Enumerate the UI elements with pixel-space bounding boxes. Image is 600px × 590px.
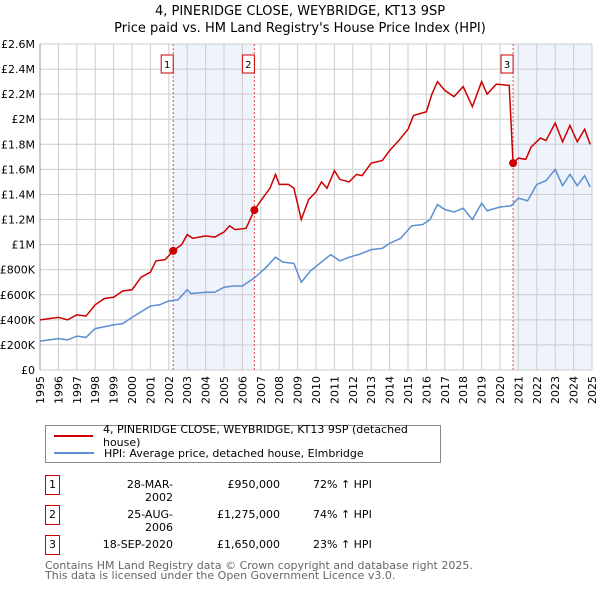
x-tick-label: 2009	[292, 376, 305, 404]
sale-date: 28-MAR-2002	[126, 478, 173, 504]
chart-subtitle: Price paid vs. HM Land Registry's House …	[114, 21, 486, 36]
x-tick-label: 2008	[273, 376, 286, 404]
x-tick-label: 2019	[476, 376, 489, 404]
x-tick-label: 2018	[457, 376, 470, 404]
sale-point	[250, 206, 259, 215]
sale-marker-label: 2	[245, 60, 251, 71]
x-tick-label: 2007	[255, 376, 268, 404]
x-tick-label: 1999	[108, 376, 121, 404]
y-tick-label: £1.2M	[1, 214, 35, 227]
sale-number-badge: 3	[45, 535, 60, 555]
x-tick-label: 1998	[89, 376, 102, 404]
chart-title: 4, PINERIDGE CLOSE, WEYBRIDGE, KT13 9SP	[154, 4, 446, 19]
x-tick-label: 2024	[568, 376, 581, 404]
legend: 4, PINERIDGE CLOSE, WEYBRIDGE, KT13 9SP …	[45, 423, 441, 463]
legend-label: HPI: Average price, detached house, Elmb…	[104, 446, 364, 460]
x-tick-label: 2021	[512, 376, 525, 404]
sale-row: 2 25-AUG-2006 £1,275,000 74% ↑ HPI	[45, 505, 445, 534]
x-tick-label: 2016	[420, 376, 433, 404]
sale-price: £950,000	[227, 478, 281, 491]
x-tick-label: 2002	[163, 376, 176, 404]
price-chart: 1995 1996 1997 1998 1999 2000 2001 2002 2003 2004…	[0, 38, 599, 404]
sale-marker-box	[241, 54, 255, 74]
x-tick-label: 2022	[531, 376, 544, 404]
sale-price: £1,650,000	[217, 538, 280, 551]
x-tick-label: 2000	[126, 376, 139, 404]
x-tick-label: 2006	[236, 376, 249, 404]
sale-number-badge: 2	[45, 505, 60, 525]
x-tick-label: 1995	[34, 376, 47, 404]
x-tick-label: 2005	[218, 376, 231, 404]
legend-label: 4, PINERIDGE CLOSE, WEYBRIDGE, KT13 9SP …	[102, 423, 408, 449]
x-tick-label: 2012	[347, 376, 360, 404]
shaded-region	[513, 44, 592, 370]
x-tick-label: 2015	[402, 376, 415, 404]
x-tick-label: 2001	[144, 376, 157, 404]
x-tick-label: 2020	[494, 376, 507, 404]
y-tick-label: £400K	[0, 314, 36, 327]
blue-line-swatch	[54, 452, 94, 454]
legend-item-hpi: HPI: Average price, detached house, Elmb…	[54, 445, 364, 461]
footer-copyright: Contains HM Land Registry data © Crown c…	[45, 559, 473, 572]
sale-date: 18-SEP-2020	[102, 538, 173, 551]
red-line-swatch	[54, 435, 93, 437]
sale-point	[169, 246, 178, 255]
x-tick-label: 1996	[52, 376, 65, 404]
sale-marker-label: 1	[164, 60, 170, 71]
legend-item-property: 4, PINERIDGE CLOSE, WEYBRIDGE, KT13 9SP …	[54, 423, 440, 449]
x-tick-label: 2014	[384, 376, 397, 404]
sale-number-badge: 1	[45, 475, 60, 495]
y-tick-label: £200K	[0, 339, 36, 352]
y-tick-label: £1M	[12, 239, 36, 252]
y-tick-label: £2M	[12, 113, 36, 126]
sale-hpi-change: 23% ↑ HPI	[313, 538, 372, 551]
y-tick-label: £1.8M	[1, 138, 35, 151]
y-tick-label: £1.6M	[1, 163, 35, 176]
x-tick-label: 1997	[71, 376, 84, 404]
y-tick-label: £1.4M	[1, 188, 35, 201]
x-tick-label: 2023	[549, 376, 562, 404]
y-tick-label: £600K	[0, 289, 36, 302]
x-tick-label: 2011	[328, 376, 341, 404]
sale-price: £1,275,000	[217, 508, 280, 521]
series-line	[39, 79, 591, 321]
series-line	[39, 167, 591, 342]
x-tick-label: 2025	[586, 376, 599, 404]
sale-marker-box	[500, 54, 514, 74]
y-tick-label: £2.2M	[1, 88, 35, 101]
sale-hpi-change: 72% ↑ HPI	[313, 478, 372, 491]
sale-point	[509, 159, 518, 168]
x-tick-label: 2004	[200, 376, 213, 404]
sale-row: 1 28-MAR-2002 £950,000 72% ↑ HPI	[45, 475, 445, 504]
x-tick-label: 2017	[439, 376, 452, 404]
y-tick-label: £2.4M	[1, 63, 35, 76]
y-tick-label: £2.6M	[1, 38, 35, 51]
x-tick-label: 2003	[181, 376, 194, 404]
sale-date: 25-AUG-2006	[127, 508, 173, 534]
sale-marker-box	[160, 54, 174, 74]
y-tick-label: £0	[21, 364, 35, 377]
footer-licence: This data is licensed under the Open Gov…	[45, 569, 396, 582]
x-tick-label: 2010	[310, 376, 323, 404]
y-tick-label: £800K	[0, 264, 36, 277]
sale-hpi-change: 74% ↑ HPI	[313, 508, 372, 521]
sale-marker-label: 3	[504, 60, 510, 71]
sale-row: 3 18-SEP-2020 £1,650,000 23% ↑ HPI	[45, 535, 445, 555]
x-tick-label: 2013	[365, 376, 378, 404]
